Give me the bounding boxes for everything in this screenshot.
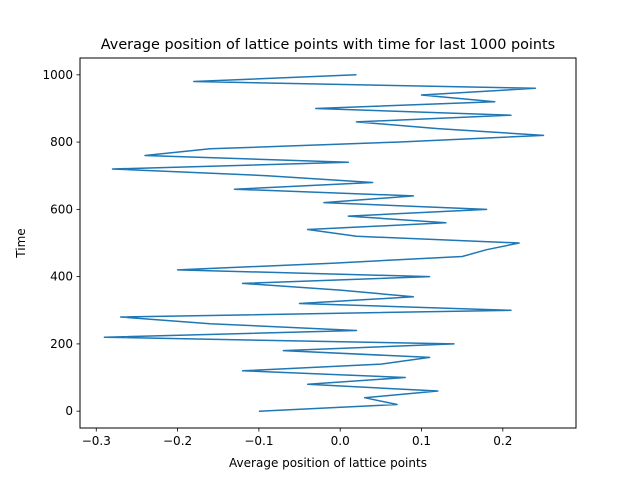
- x-tick-label: −0.2: [163, 434, 192, 448]
- x-tick-label: 0.2: [493, 434, 512, 448]
- x-tick-label: −0.1: [244, 434, 273, 448]
- series-line-1: [103, 74, 545, 412]
- y-tick-label: 1000: [42, 68, 73, 82]
- series-line-group: [103, 74, 545, 412]
- x-tick-label: −0.3: [82, 434, 111, 448]
- y-tick-label: 200: [50, 337, 73, 351]
- x-tick-label: 0.0: [331, 434, 350, 448]
- plot-area-frame: [79, 57, 577, 429]
- x-axis-label: Average position of lattice points: [229, 456, 427, 470]
- y-axis: 0 200 400 600 800 1000: [42, 68, 80, 418]
- y-tick-label: 400: [50, 270, 73, 284]
- y-tick-label: 800: [50, 135, 73, 149]
- chart-title: Average position of lattice points with …: [101, 37, 555, 53]
- x-tick-label: 0.1: [412, 434, 431, 448]
- y-tick-label: 0: [65, 404, 73, 418]
- y-tick-label: 600: [50, 202, 73, 216]
- y-axis-label: Time: [14, 228, 28, 258]
- x-axis: −0.3 −0.2 −0.1 0.0 0.1 0.2: [82, 428, 512, 448]
